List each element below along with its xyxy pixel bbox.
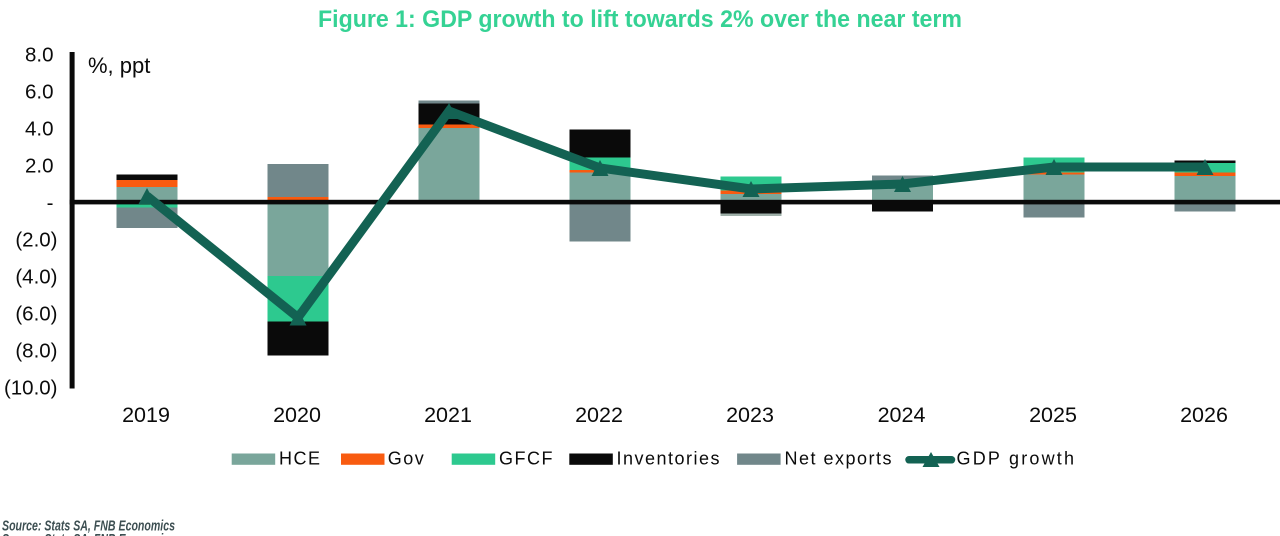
svg-text:HCE: HCE	[279, 449, 322, 469]
svg-text:%, ppt: %, ppt	[88, 53, 150, 78]
svg-text:6.0: 6.0	[25, 81, 54, 104]
svg-text:2.0: 2.0	[25, 155, 54, 178]
svg-text:Source: Stats SA, FNB Economic: Source: Stats SA, FNB Economics	[2, 532, 175, 536]
svg-text:Inventories: Inventories	[617, 449, 722, 469]
svg-text:2020: 2020	[273, 403, 321, 427]
svg-text:8.0: 8.0	[25, 44, 54, 67]
svg-text:GDP growth: GDP growth	[957, 449, 1077, 469]
svg-text:2019: 2019	[122, 403, 170, 427]
svg-text:-: -	[47, 192, 54, 215]
svg-text:Gov: Gov	[388, 449, 426, 469]
svg-text:GFCF: GFCF	[499, 449, 554, 469]
svg-text:2022: 2022	[575, 403, 623, 427]
svg-text:2021: 2021	[424, 403, 472, 427]
svg-text:(4.0): (4.0)	[15, 266, 57, 289]
svg-text:2026: 2026	[1180, 403, 1228, 427]
svg-text:Net exports: Net exports	[785, 449, 894, 469]
svg-text:2024: 2024	[878, 403, 926, 427]
svg-text:Figure 1: GDP growth to lift t: Figure 1: GDP growth to lift towards 2% …	[318, 6, 962, 33]
svg-text:(10.0): (10.0)	[4, 377, 58, 400]
svg-text:2023: 2023	[726, 403, 774, 427]
svg-text:4.0: 4.0	[25, 118, 54, 141]
svg-text:(2.0): (2.0)	[15, 229, 57, 252]
svg-text:Source: Stats SA, FNB Economic: Source: Stats SA, FNB Economics	[2, 519, 175, 535]
svg-text:2025: 2025	[1029, 403, 1077, 427]
svg-text:(6.0): (6.0)	[15, 303, 57, 326]
svg-text:(8.0): (8.0)	[15, 340, 57, 363]
